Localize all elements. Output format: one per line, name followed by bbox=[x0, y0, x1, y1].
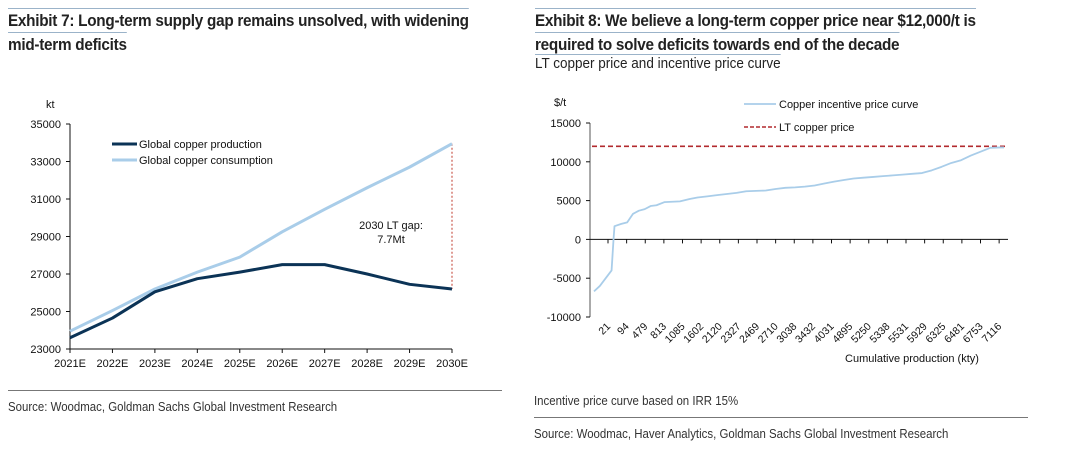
exhibit7-footer-rule bbox=[8, 390, 502, 391]
series-consumption-line bbox=[69, 142, 453, 333]
x-tick-label: 2024E bbox=[181, 358, 213, 370]
series-incentive-curve-line bbox=[593, 146, 1004, 293]
y-tick-label: 27000 bbox=[30, 269, 61, 281]
y-tick-label: 29000 bbox=[30, 232, 61, 244]
x-axis-label: Cumulative production (kty) bbox=[845, 353, 979, 365]
x-tick-label: 479 bbox=[629, 321, 650, 342]
x-tick-label: 94 bbox=[615, 321, 632, 338]
y-tick-label: 0 bbox=[575, 234, 581, 246]
exhibit8-source: Source: Woodmac, Haver Analytics, Goldma… bbox=[534, 426, 949, 441]
y-tick-label: -10000 bbox=[547, 312, 581, 324]
x-tick-label: 2025E bbox=[224, 358, 256, 370]
legend-label-production: Global copper production bbox=[139, 139, 262, 151]
legend-label-consumption: Global copper consumption bbox=[139, 155, 273, 167]
gap-annotation-line2: 7.7Mt bbox=[377, 234, 405, 246]
x-tick-label: 2028E bbox=[351, 358, 383, 370]
exhibit7-title-line1: Exhibit 7: Long-term supply gap remains … bbox=[8, 8, 469, 32]
y-tick-label: 25000 bbox=[30, 307, 61, 319]
series-production-line bbox=[69, 263, 453, 340]
y-tick-label: 5000 bbox=[557, 196, 581, 208]
x-tick-label: 2023E bbox=[139, 358, 171, 370]
y-tick-label: 35000 bbox=[30, 119, 61, 131]
exhibit8-title: Exhibit 8: We believe a long-term copper… bbox=[535, 8, 976, 56]
x-tick-label: 2021E bbox=[54, 358, 86, 370]
x-tick-label: 21 bbox=[596, 321, 613, 338]
y-axis-label: $/t bbox=[554, 97, 566, 109]
x-tick-label: 2027E bbox=[309, 358, 341, 370]
exhibit8-title-line2: required to solve deficits towards end o… bbox=[535, 32, 900, 56]
exhibit8-title-line1: Exhibit 8: We believe a long-term copper… bbox=[535, 8, 976, 32]
exhibit8-note: Incentive price curve based on IRR 15% bbox=[534, 393, 739, 408]
y-axis-label: kt bbox=[46, 99, 55, 111]
y-tick-label: 31000 bbox=[30, 194, 61, 206]
x-tick-label: 2022E bbox=[97, 358, 129, 370]
exhibit7-title: Exhibit 7: Long-term supply gap remains … bbox=[8, 8, 469, 56]
y-tick-label: 10000 bbox=[550, 157, 581, 169]
exhibit8-subtitle: LT copper price and incentive price curv… bbox=[535, 54, 781, 72]
x-tick-label: 2030E bbox=[436, 358, 468, 370]
y-tick-label: 33000 bbox=[30, 157, 61, 169]
x-tick-label: 2026E bbox=[266, 358, 298, 370]
x-tick-label: 7116 bbox=[980, 321, 1005, 346]
gap-annotation-line1: 2030 LT gap: bbox=[359, 220, 423, 232]
y-tick-label: -5000 bbox=[553, 273, 581, 285]
exhibit7-title-line2: mid-term deficits bbox=[8, 32, 127, 56]
legend-label-incentive: Copper incentive price curve bbox=[779, 99, 918, 111]
exhibit7-source: Source: Woodmac, Goldman Sachs Global In… bbox=[8, 399, 338, 414]
exhibit8-footer-rule bbox=[534, 417, 1028, 418]
supply-gap-chart: kt 23000 25000 27000 29000 31000 33000 35000 202… bbox=[30, 99, 468, 370]
y-tick-label: 23000 bbox=[30, 344, 61, 356]
legend-label-lt-price: LT copper price bbox=[779, 122, 854, 134]
y-tick-label: 15000 bbox=[550, 118, 581, 130]
x-tick-label: 2029E bbox=[394, 358, 426, 370]
